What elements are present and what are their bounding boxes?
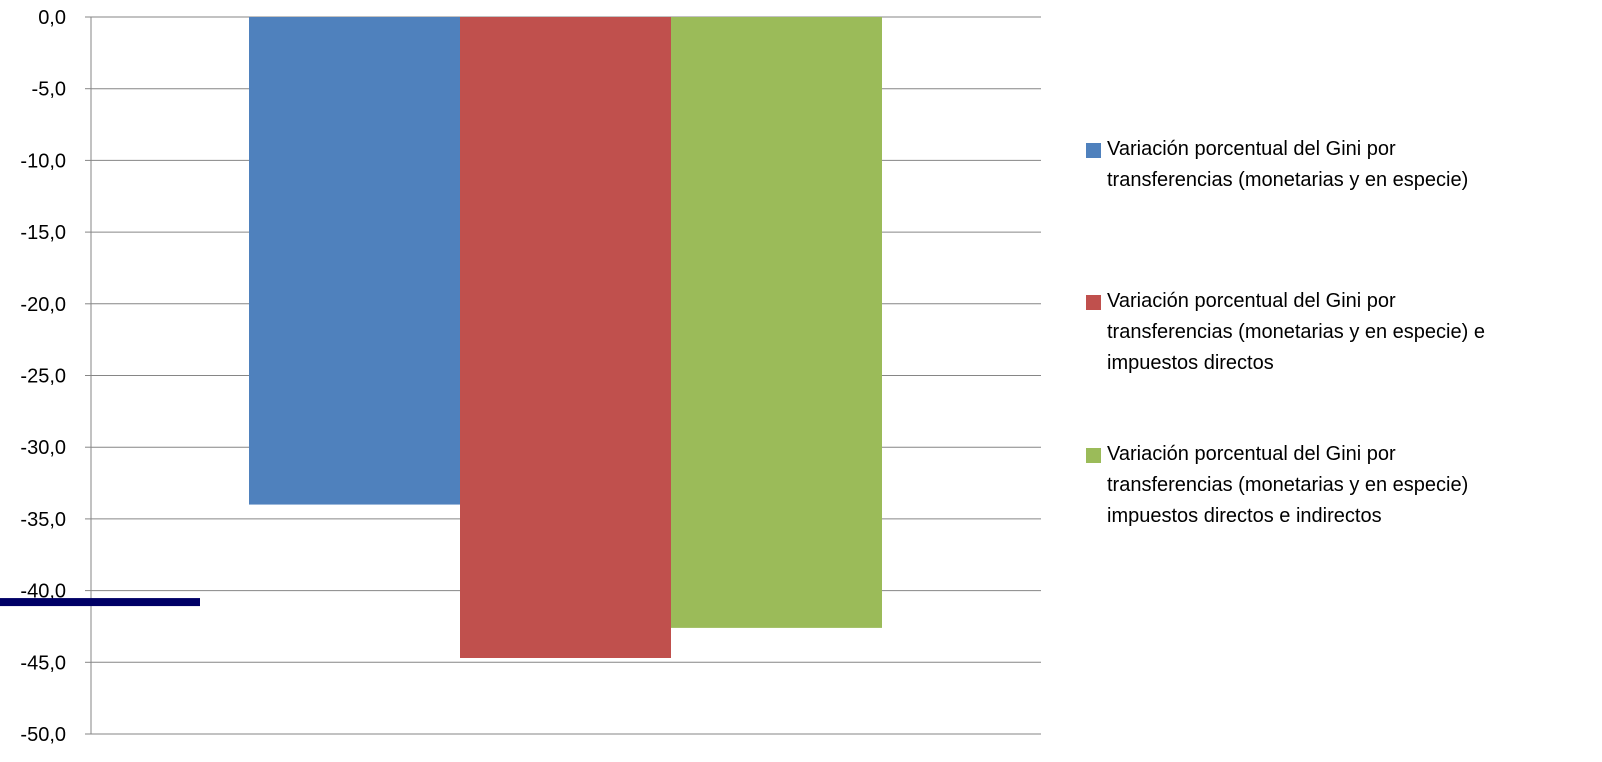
bar-series-1 xyxy=(249,17,460,505)
marker-line xyxy=(0,598,200,607)
y-tick-label: 0,0 xyxy=(38,7,66,29)
bar-series-2 xyxy=(460,17,671,658)
bars xyxy=(249,17,882,658)
legend-label-line: transferencias (monetarias y en especie) xyxy=(1107,169,1469,191)
legend-label: Variación porcentual del Gini por transfe… xyxy=(1107,134,1587,196)
y-tick-label: -40,0 xyxy=(20,581,66,603)
legend-item-2: Variación porcentual del Gini por transfe… xyxy=(1086,290,1587,379)
y-tick-label: -35,0 xyxy=(20,509,66,531)
y-tick-label: -25,0 xyxy=(20,366,66,388)
legend-swatch xyxy=(1086,448,1101,463)
legend-label-line: transferencias (monetarias y en especie)… xyxy=(1107,321,1485,343)
legend: Variación porcentual del Gini por transfe… xyxy=(1086,0,1602,762)
legend-item-3: Variación porcentual del Gini por transfe… xyxy=(1086,443,1587,532)
legend-label-line: Variación porcentual del Gini por xyxy=(1107,443,1396,465)
legend-item-1: Variación porcentual del Gini por transfe… xyxy=(1086,138,1587,196)
y-tick-label: -50,0 xyxy=(20,724,66,746)
y-axis: 0,0 -5,0 -10,0 -15,0 -20,0 -25,0 -30,0 -35,0 -40… xyxy=(20,7,92,746)
bar-series-3 xyxy=(671,17,882,628)
legend-swatch xyxy=(1086,295,1101,310)
y-tick-label: -45,0 xyxy=(20,652,66,674)
legend-label-line: Variación porcentual del Gini por xyxy=(1107,138,1396,160)
y-tick-label: -10,0 xyxy=(20,150,66,172)
y-tick-label: -15,0 xyxy=(20,222,66,244)
legend-label: Variación porcentual del Gini por transfe… xyxy=(1107,286,1587,379)
legend-label-line: impuestos directos xyxy=(1107,352,1274,374)
marker-line-group xyxy=(0,598,200,607)
y-tick-label: -30,0 xyxy=(20,437,66,459)
y-tick-label: -5,0 xyxy=(32,79,66,101)
y-tick-label: -20,0 xyxy=(20,294,66,316)
legend-label-line: impuestos directos e indirectos xyxy=(1107,505,1382,527)
legend-label-line: transferencias (monetarias y en especie) xyxy=(1107,474,1469,496)
legend-swatch xyxy=(1086,143,1101,158)
legend-label-line: Variación porcentual del Gini por xyxy=(1107,290,1396,312)
legend-label: Variación porcentual del Gini por transfe… xyxy=(1107,439,1587,532)
